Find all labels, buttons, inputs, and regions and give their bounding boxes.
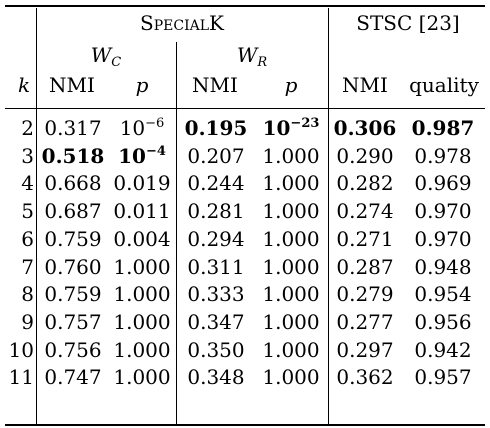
cell-k: 5 (21, 199, 34, 224)
bottom-rule (5, 424, 485, 426)
k-column-rule (36, 8, 37, 424)
cell-k: 10 (8, 337, 34, 362)
cell-st-q: 0.948 (414, 254, 472, 279)
header-wr-p: p (284, 73, 298, 97)
cell-k: 4 (21, 171, 34, 196)
cell-wr-p: 1.000 (262, 254, 320, 279)
cell-wc-p: 1.000 (113, 254, 171, 279)
cell-wc-nmi: 0.759 (44, 226, 102, 251)
cell-wr-p: 1.000 (262, 143, 320, 168)
cell-st-q: 0.987 (411, 116, 475, 140)
cell-wc-p: 1.000 (113, 309, 171, 334)
header-wc-p: p (135, 73, 149, 97)
cell-wr-nmi: 0.294 (187, 226, 245, 251)
cell-wc-p: 10−6 (119, 116, 165, 140)
cell-wr-p: 1.000 (262, 199, 320, 224)
cell-st-q: 0.970 (414, 226, 472, 251)
top-rule (5, 5, 485, 7)
cell-wr-p: 1.000 (262, 309, 320, 334)
header-wc-nmi: NMI (49, 73, 95, 97)
cell-wc-nmi: 0.518 (41, 143, 105, 168)
cell-wc-nmi: 0.759 (44, 282, 102, 307)
cell-wc-nmi: 0.747 (44, 365, 102, 390)
cell-st-nmi: 0.271 (336, 226, 394, 251)
cell-wr-nmi: 0.350 (187, 337, 245, 362)
cell-st-q: 0.970 (414, 199, 472, 224)
cell-k: 8 (21, 282, 34, 307)
wc-wr-divider-rule (176, 42, 177, 424)
cell-k: 3 (21, 143, 34, 168)
cell-wc-nmi: 0.687 (44, 199, 102, 224)
cell-wr-nmi: 0.207 (187, 143, 245, 168)
cell-wr-p: 1.000 (262, 171, 320, 196)
cell-st-nmi: 0.274 (336, 199, 394, 224)
cell-wr-nmi: 0.348 (187, 365, 245, 390)
cell-st-nmi: 0.277 (336, 309, 394, 334)
cell-wc-p: 0.011 (113, 199, 171, 224)
cell-st-q: 0.957 (414, 365, 472, 390)
header-st-quality: quality (409, 73, 479, 97)
cell-st-q: 0.942 (414, 337, 472, 362)
header-k: k (17, 73, 31, 97)
cell-st-nmi: 0.362 (336, 365, 394, 390)
cell-st-nmi: 0.297 (336, 337, 394, 362)
cell-st-q: 0.956 (414, 309, 472, 334)
cell-k: 7 (21, 254, 34, 279)
cell-wc-p: 0.004 (113, 226, 171, 251)
header-st-nmi: NMI (342, 73, 388, 97)
cell-wr-nmi: 0.311 (187, 254, 245, 279)
cell-wc-p: 1.000 (113, 282, 171, 307)
cell-wc-nmi: 0.760 (44, 254, 102, 279)
cell-wc-p: 1.000 (113, 365, 171, 390)
cell-wr-nmi: 0.195 (184, 116, 248, 140)
cell-wr-p: 10−23 (262, 116, 320, 140)
cell-wr-p: 1.000 (262, 337, 320, 362)
cell-wr-nmi: 0.333 (187, 282, 245, 307)
cell-st-q: 0.969 (414, 171, 472, 196)
cell-st-nmi: 0.279 (336, 282, 394, 307)
cell-st-nmi: 0.290 (336, 143, 394, 168)
cell-wr-nmi: 0.347 (187, 309, 245, 334)
cell-wc-p: 1.000 (113, 337, 171, 362)
cell-k: 2 (21, 116, 34, 140)
header-rule (5, 108, 485, 109)
cell-st-nmi: 0.306 (333, 116, 397, 140)
cell-st-q: 0.954 (414, 282, 472, 307)
cell-k: 11 (8, 365, 34, 390)
header-specialk: SpecialK (140, 11, 224, 35)
header-wr-nmi: NMI (192, 73, 238, 97)
cell-wr-p: 1.000 (262, 365, 320, 390)
cell-k: 9 (21, 309, 34, 334)
header-stsc: STSC [23] (356, 11, 460, 35)
cell-wc-p: 10−4 (118, 143, 166, 168)
header-wc: WC (90, 43, 122, 70)
cell-k: 6 (21, 226, 34, 251)
cell-wc-nmi: 0.756 (44, 337, 102, 362)
cell-wr-nmi: 0.281 (187, 199, 245, 224)
cell-st-nmi: 0.287 (336, 254, 394, 279)
cell-st-q: 0.978 (414, 143, 472, 168)
cell-wr-nmi: 0.244 (187, 171, 245, 196)
cell-st-nmi: 0.282 (336, 171, 394, 196)
group-divider-rule (328, 8, 329, 424)
cell-wc-nmi: 0.317 (44, 116, 102, 140)
cell-wr-p: 1.000 (262, 226, 320, 251)
cell-wc-nmi: 0.668 (44, 171, 102, 196)
cell-wc-p: 0.019 (113, 171, 171, 196)
cell-wr-p: 1.000 (262, 282, 320, 307)
cell-wc-nmi: 0.757 (44, 309, 102, 334)
header-wr: WR (236, 43, 268, 70)
